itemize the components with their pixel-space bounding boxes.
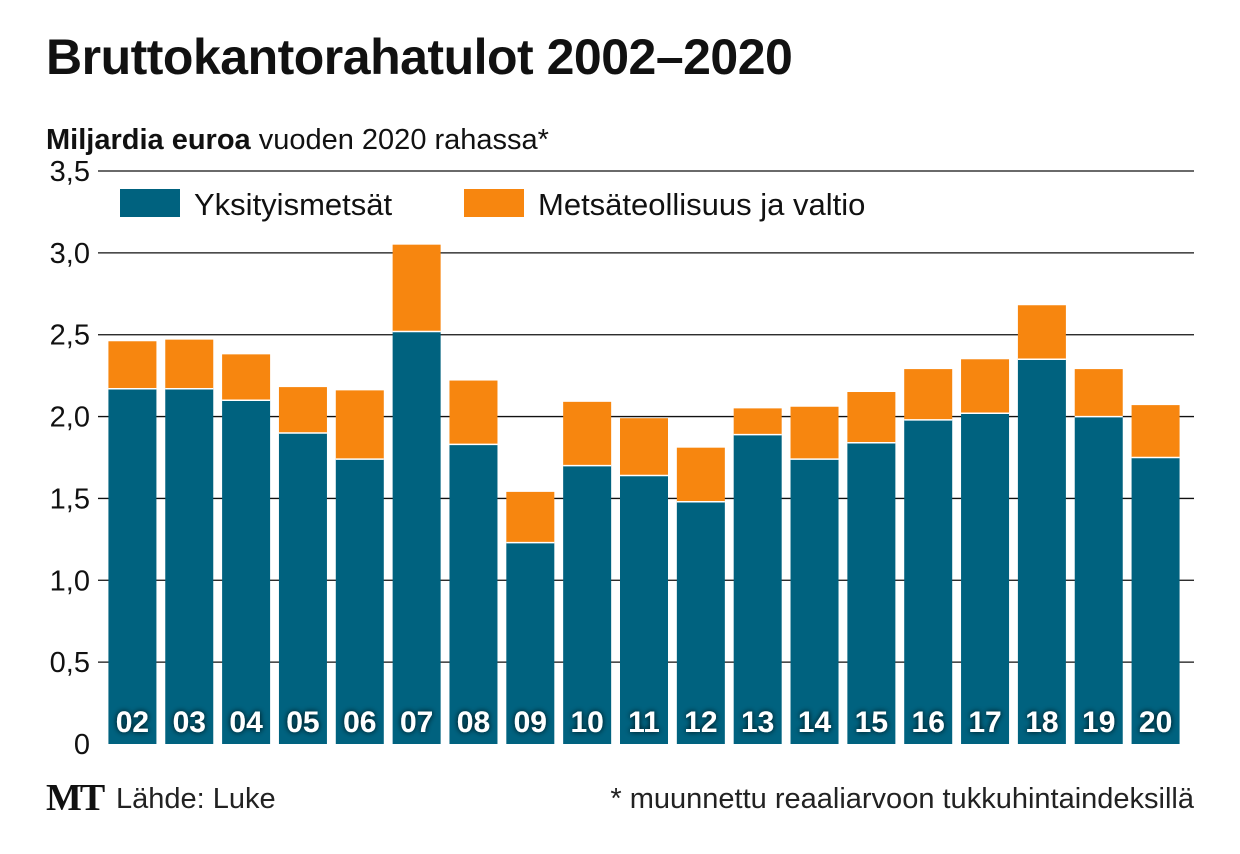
bar-metsateollisuus <box>165 339 214 389</box>
x-tick-label: 18 <box>1025 706 1058 739</box>
bar-yksityismetsat <box>733 434 782 744</box>
bar-yksityismetsat <box>904 419 953 744</box>
bar-yksityismetsat <box>506 542 555 744</box>
x-axis-labels: 02 03 04 05 06 07 08 09 10 11 12 13 14 15 16 17 18 19 20 <box>116 706 1173 739</box>
bar-yksityismetsat <box>108 388 157 744</box>
bar-yksityismetsat <box>790 459 839 744</box>
y-tick-label: 1,0 <box>50 565 90 597</box>
bar-yksityismetsat <box>1074 416 1123 744</box>
bar-metsateollisuus <box>506 491 555 543</box>
y-tick-label: 1,5 <box>50 483 90 515</box>
bar-yksityismetsat <box>1131 457 1180 744</box>
y-tick-label: 2,5 <box>50 320 90 352</box>
x-tick-label: 19 <box>1082 706 1115 739</box>
x-tick-label: 02 <box>116 706 149 739</box>
x-tick-label: 05 <box>286 706 319 739</box>
legend: Yksityismetsät Metsäteollisuus ja valtio <box>120 187 865 222</box>
legend-swatch <box>120 189 180 217</box>
legend-swatch <box>464 189 524 217</box>
bar-yksityismetsat <box>222 400 271 744</box>
mt-logo: MT <box>46 777 105 819</box>
bar-metsateollisuus <box>1017 305 1066 360</box>
bar-yksityismetsat <box>961 413 1010 744</box>
bar-metsateollisuus <box>1074 369 1123 417</box>
x-tick-label: 08 <box>457 706 490 739</box>
bar-metsateollisuus <box>733 408 782 435</box>
bar-metsateollisuus <box>563 401 612 466</box>
x-tick-label: 13 <box>741 706 774 739</box>
bar-metsateollisuus <box>392 244 441 332</box>
x-tick-label: 09 <box>514 706 547 739</box>
bar-yksityismetsat <box>165 388 214 744</box>
y-tick-label: 2,0 <box>50 402 90 434</box>
bar-metsateollisuus <box>904 369 953 420</box>
y-tick-label: 0 <box>74 729 90 761</box>
bar-yksityismetsat <box>847 442 896 744</box>
x-tick-label: 12 <box>684 706 717 739</box>
bars <box>108 244 1180 744</box>
legend-label: Metsäteollisuus ja valtio <box>538 187 865 222</box>
bar-metsateollisuus <box>108 341 157 389</box>
bar-metsateollisuus <box>335 390 384 460</box>
footnote-text: * muunnettu reaaliarvoon tukkuhintaindek… <box>610 783 1194 815</box>
bar-yksityismetsat <box>335 459 384 744</box>
subtitle-note: vuoden 2020 rahassa* <box>250 124 549 156</box>
x-tick-label: 14 <box>798 706 832 739</box>
x-tick-label: 15 <box>855 706 888 739</box>
y-axis-labels: 0 0,5 1,0 1,5 2,0 2,5 3,0 3,5 <box>50 156 90 761</box>
chart-subtitle: Miljardia euroa vuoden 2020 rahassa* <box>46 124 549 157</box>
bar-yksityismetsat <box>563 465 612 744</box>
bar-metsateollisuus <box>961 359 1010 414</box>
bar-yksityismetsat <box>1017 359 1066 744</box>
x-tick-label: 03 <box>173 706 206 739</box>
bar-metsateollisuus <box>449 380 498 445</box>
x-tick-label: 07 <box>400 706 433 739</box>
bar-metsateollisuus <box>847 392 896 443</box>
bar-yksityismetsat <box>278 432 327 744</box>
source-text: Lähde: Luke <box>116 783 276 815</box>
x-tick-label: 20 <box>1139 706 1172 739</box>
x-tick-label: 17 <box>968 706 1001 739</box>
chart-title: Bruttokantorahatulot 2002–2020 <box>46 29 793 85</box>
bar-yksityismetsat <box>392 331 441 744</box>
x-tick-label: 04 <box>229 706 263 739</box>
y-tick-label: 0,5 <box>50 647 90 679</box>
legend-label: Yksityismetsät <box>194 187 392 222</box>
y-tick-label: 3,5 <box>50 156 90 188</box>
bar-metsateollisuus <box>1131 405 1180 458</box>
bar-metsateollisuus <box>222 354 271 401</box>
x-tick-label: 06 <box>343 706 376 739</box>
x-tick-label: 10 <box>570 706 603 739</box>
x-tick-label: 16 <box>912 706 945 739</box>
bar-yksityismetsat <box>449 444 498 744</box>
x-tick-label: 11 <box>628 706 660 739</box>
bar-yksityismetsat <box>620 475 668 744</box>
bar-metsateollisuus <box>620 418 668 476</box>
y-tick-label: 3,0 <box>50 238 90 270</box>
bar-metsateollisuus <box>676 447 725 502</box>
bar-metsateollisuus <box>278 387 327 433</box>
subtitle-unit: Miljardia euroa <box>46 124 251 156</box>
bar-metsateollisuus <box>790 406 839 460</box>
bar-yksityismetsat <box>676 501 725 744</box>
